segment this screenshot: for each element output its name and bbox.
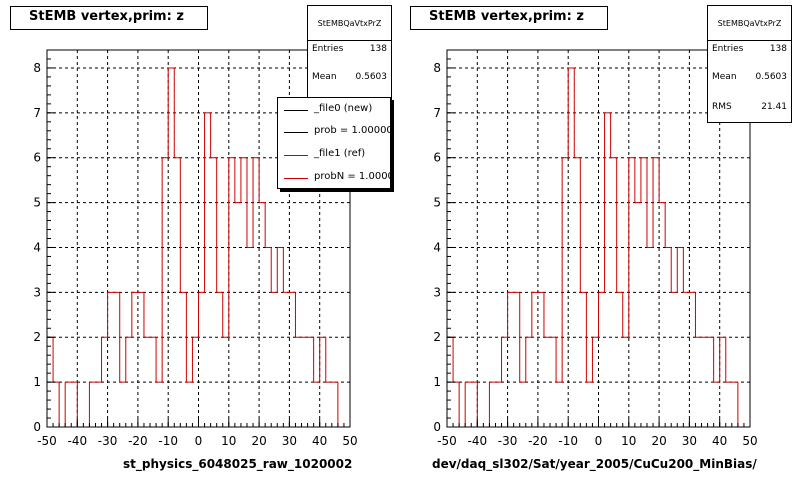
legend-line (284, 178, 308, 179)
legend-text: probN = 1.000000 (314, 171, 390, 182)
y-tick-label: 0 (33, 420, 41, 434)
x-tick-label: 20 (651, 434, 666, 448)
y-tick-label: 7 (433, 106, 441, 120)
histogram-title: StEMB vertex,prim: z (10, 6, 208, 30)
y-tick-label: 6 (433, 151, 441, 165)
x-tick-label: -10 (558, 434, 578, 448)
stats-label: Entries (712, 44, 744, 54)
legend-entry: _file0 (new) (278, 101, 390, 119)
stats-label: Entries (312, 44, 344, 54)
legend: _file0 (new) prob = 1.000000 _file1 (ref… (277, 97, 391, 189)
x-axis-label: dev/daq_sl302/Sat/year_2005/CuCu200_MinB… (432, 457, 757, 471)
x-tick-label: 30 (682, 434, 697, 448)
x-tick-label: -50 (437, 434, 457, 448)
x-tick-label: 0 (595, 434, 603, 448)
stats-name: StEMBQaVtxPrZ (308, 6, 391, 41)
x-tick-label: -40 (467, 434, 487, 448)
stats-row-entries: Entries 138 (312, 44, 387, 54)
x-tick-label: -30 (98, 434, 118, 448)
legend-text: _file1 (ref) (314, 148, 366, 159)
y-tick-label: 5 (433, 196, 441, 210)
stats-value: 0.5603 (755, 72, 788, 82)
y-tick-label: 5 (33, 196, 41, 210)
stats-label: RMS (712, 102, 732, 112)
stats-box: StEMBQaVtxPrZ Entries 138 Mean 0.5603 RM… (707, 5, 792, 123)
x-tick-label: -20 (128, 434, 148, 448)
x-tick-label: 50 (342, 434, 357, 448)
legend-text: prob = 1.000000 (314, 125, 391, 136)
y-tick-label: 8 (33, 61, 41, 75)
x-tick-label: -50 (37, 434, 57, 448)
stats-label: Mean (312, 72, 337, 82)
stats-label: Mean (712, 72, 737, 82)
legend-text: _file0 (new) (314, 103, 373, 114)
stats-value: 0.5603 (355, 72, 388, 82)
x-tick-label: 40 (312, 434, 327, 448)
stats-row-mean: Mean 0.5603 (712, 72, 787, 82)
y-tick-label: 0 (433, 420, 441, 434)
y-tick-label: 6 (33, 151, 41, 165)
legend-line (284, 110, 308, 111)
x-tick-label: -20 (528, 434, 548, 448)
y-tick-label: 3 (433, 285, 441, 299)
y-tick-label: 4 (33, 240, 41, 254)
x-axis-label: st_physics_6048025_raw_1020002 (123, 457, 353, 471)
histogram-plot: -50 -40 -30 -20 -10 0 10 20 30 40 50 0 1 2 3 4 5 6 7 8 (33, 49, 358, 448)
x-tick-label: -40 (67, 434, 87, 448)
stats-row-entries: Entries 138 (712, 44, 787, 54)
y-tick-label: 8 (433, 61, 441, 75)
y-tick-label: 4 (433, 240, 441, 254)
x-tick-label: 50 (742, 434, 757, 448)
stats-value: 21.41 (761, 102, 787, 112)
y-tick-label: 2 (33, 330, 41, 344)
legend-line (284, 132, 308, 133)
stats-row-rms: RMS 21.41 (712, 102, 787, 112)
histogram-plot: -50 -40 -30 -20 -10 0 10 20 30 40 50 0 1 2 3 4 5 6 7 8 (433, 49, 758, 448)
legend-entry: prob = 1.000000 (278, 123, 391, 141)
stats-value: 138 (369, 44, 387, 54)
histogram-title: StEMB vertex,prim: z (410, 6, 608, 30)
x-tick-label: -10 (158, 434, 178, 448)
stats-value: 138 (769, 44, 787, 54)
x-tick-label: 30 (282, 434, 297, 448)
x-tick-label: 20 (251, 434, 266, 448)
x-tick-label: 0 (195, 434, 203, 448)
stats-name: StEMBQaVtxPrZ (708, 6, 791, 41)
y-tick-label: 2 (433, 330, 441, 344)
legend-line (284, 155, 308, 156)
x-tick-label: 40 (712, 434, 727, 448)
legend-entry: probN = 1.000000 (278, 169, 390, 187)
y-tick-label: 3 (33, 285, 41, 299)
y-tick-label: 1 (433, 375, 441, 389)
x-tick-label: 10 (621, 434, 636, 448)
x-tick-label: 10 (221, 434, 236, 448)
x-tick-label: -30 (498, 434, 518, 448)
y-tick-label: 1 (33, 375, 41, 389)
legend-entry: _file1 (ref) (278, 146, 390, 164)
y-tick-label: 7 (33, 106, 41, 120)
stats-row-mean: Mean 0.5603 (312, 72, 387, 82)
